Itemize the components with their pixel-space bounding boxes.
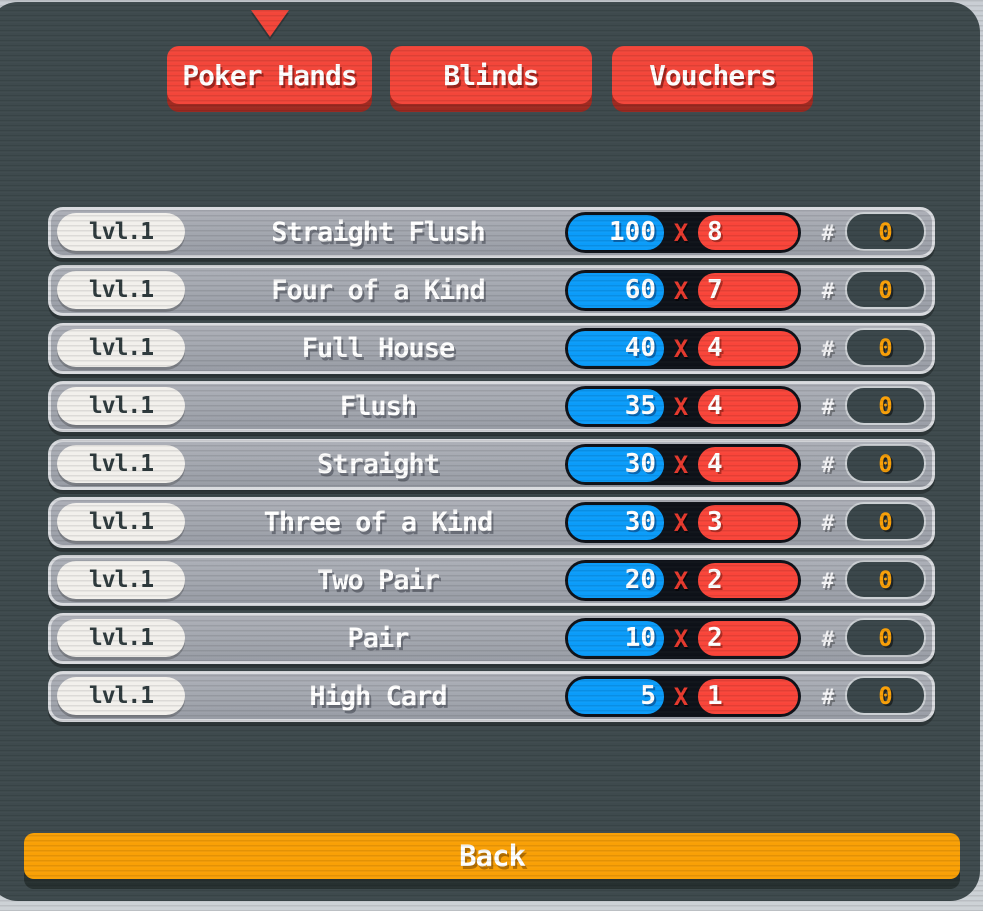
chips-value: 5 [568,679,664,714]
hand-score: 100 X 8 [565,212,801,253]
hash-symbol: # [821,452,835,477]
chips-value: 40 [568,331,664,366]
played-count-badge: 0 [845,212,926,251]
played-count-badge: 0 [845,560,926,599]
mult-value: 4 [698,331,798,366]
hand-level-badge: lvl.1 [57,677,185,715]
chips-value: 30 [568,447,664,482]
chips-value: 10 [568,621,664,656]
hash-symbol: # [821,278,835,303]
hand-row-straight: lvl.1 Straight 30 X 4 # 0 [48,439,935,490]
hash-symbol: # [821,684,835,709]
played-count-badge: 0 [845,386,926,425]
times-symbol: X [673,334,689,363]
times-symbol: X [673,218,689,247]
played-count-badge: 0 [845,444,926,483]
chips-value: 35 [568,389,664,424]
hand-score: 60 X 7 [565,270,801,311]
hand-level-badge: lvl.1 [57,271,185,309]
hand-name: Full House [301,333,456,364]
hand-score: 35 X 4 [565,386,801,427]
played-count-badge: 0 [845,618,926,657]
hash-symbol: # [821,336,835,361]
played-count-badge: 0 [845,502,926,541]
chips-value: 30 [568,505,664,540]
times-symbol: X [673,566,689,595]
times-symbol: X [673,682,689,711]
tab-blinds[interactable]: Blinds [390,46,592,104]
times-symbol: X [673,624,689,653]
hand-level-badge: lvl.1 [57,619,185,657]
played-count-badge: 0 [845,270,926,309]
times-symbol: X [673,508,689,537]
hand-row-straight-flush: lvl.1 Straight Flush 100 X 8 # 0 [48,207,935,258]
times-symbol: X [673,392,689,421]
hash-symbol: # [821,220,835,245]
hand-name: Three of a Kind [263,507,494,538]
hand-name: Two Pair [316,565,440,596]
hand-row-three-of-a-kind: lvl.1 Three of a Kind 30 X 3 # 0 [48,497,935,548]
hand-name: Flush [339,391,417,422]
mult-value: 4 [698,447,798,482]
hand-row-four-of-a-kind: lvl.1 Four of a Kind 60 X 7 # 0 [48,265,935,316]
mult-value: 3 [698,505,798,540]
poker-hands-list: lvl.1 Straight Flush 100 X 8 # 0 lvl.1 F… [48,207,935,722]
hand-name: Straight Flush [271,217,486,248]
hand-level-badge: lvl.1 [57,561,185,599]
played-count-badge: 0 [845,328,926,367]
mult-value: 1 [698,679,798,714]
chips-value: 20 [568,563,664,598]
hand-name: Four of a Kind [271,275,486,306]
back-button[interactable]: Back [24,833,960,879]
hand-score: 20 X 2 [565,560,801,601]
hand-score: 10 X 2 [565,618,801,659]
hand-score: 30 X 3 [565,502,801,543]
mult-value: 2 [698,621,798,656]
chips-value: 100 [568,215,664,250]
hand-score: 5 X 1 [565,676,801,717]
hash-symbol: # [821,626,835,651]
played-count-badge: 0 [845,676,926,715]
mult-value: 4 [698,389,798,424]
hand-name: Straight [316,449,440,480]
hand-level-badge: lvl.1 [57,329,185,367]
hand-name: Pair [347,623,409,654]
times-symbol: X [673,450,689,479]
hand-row-two-pair: lvl.1 Two Pair 20 X 2 # 0 [48,555,935,606]
tab-vouchers[interactable]: Vouchers [612,46,813,104]
tab-poker-hands[interactable]: Poker Hands [167,46,372,104]
hash-symbol: # [821,394,835,419]
selected-tab-pointer-icon [251,10,289,37]
times-symbol: X [673,276,689,305]
hash-symbol: # [821,568,835,593]
hand-row-flush: lvl.1 Flush 35 X 4 # 0 [48,381,935,432]
hand-level-badge: lvl.1 [57,387,185,425]
hand-row-high-card: lvl.1 High Card 5 X 1 # 0 [48,671,935,722]
mult-value: 2 [698,563,798,598]
hand-score: 40 X 4 [565,328,801,369]
mult-value: 8 [698,215,798,250]
hand-row-pair: lvl.1 Pair 10 X 2 # 0 [48,613,935,664]
hash-symbol: # [821,510,835,535]
chips-value: 60 [568,273,664,308]
mult-value: 7 [698,273,798,308]
hand-score: 30 X 4 [565,444,801,485]
hand-level-badge: lvl.1 [57,445,185,483]
hand-level-badge: lvl.1 [57,213,185,251]
hand-level-badge: lvl.1 [57,503,185,541]
hand-name: High Card [309,681,447,712]
hand-row-full-house: lvl.1 Full House 40 X 4 # 0 [48,323,935,374]
